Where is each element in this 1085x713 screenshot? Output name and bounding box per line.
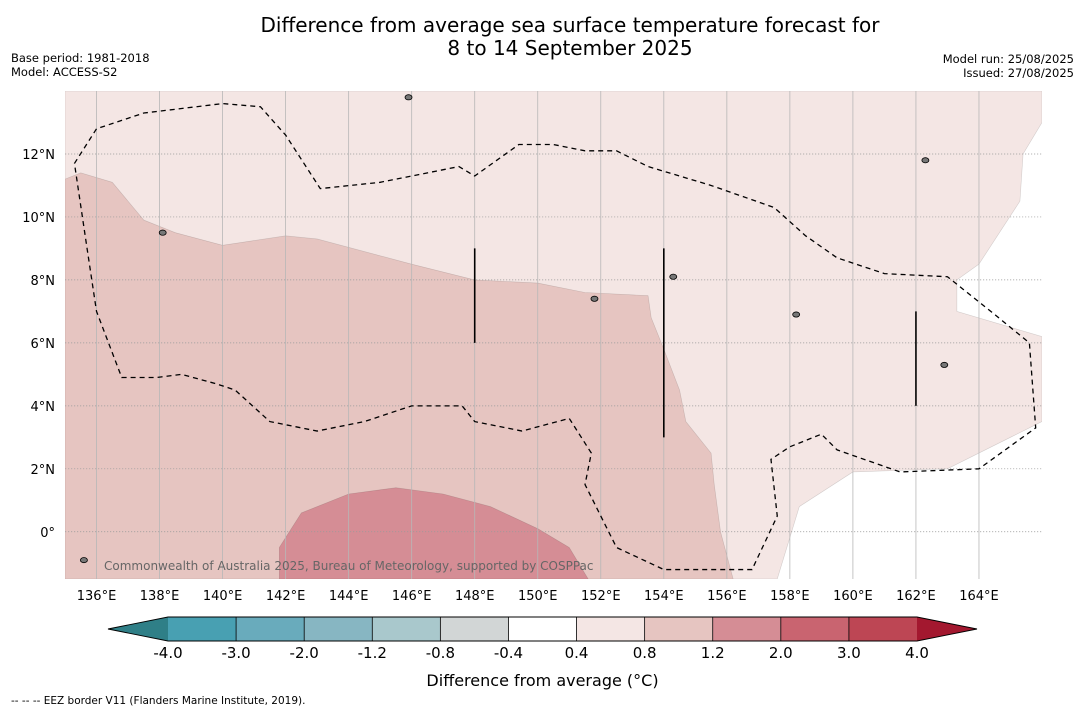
colorbar-tick-label-7: 0.8 [633,644,657,662]
colorbar-tick-label-6: 0.4 [565,644,589,662]
island-5 [940,361,949,368]
base-period-text: Base period: 1981-2018 [11,51,150,65]
y-tick-label-0: 0° [40,526,55,541]
colorbar-segment-0 [168,617,237,641]
colorbar-segment-4 [440,617,509,641]
x-tick-label-5: 146°E [392,589,432,604]
x-tick-label-4: 144°E [329,589,369,604]
model-run-text: Model run: 25/08/2025 [942,52,1074,66]
x-tick-label-0: 136°E [77,589,117,604]
colorbar-outline [107,616,978,642]
x-tick-label-3: 142°E [266,589,306,604]
colorbar-tick-label-5: -0.4 [494,644,523,662]
eez-footnote: -- -- -- EEZ border V11 (Flanders Marine… [11,695,306,707]
y-tick-label-3: 6°N [31,337,56,352]
meta-left: Base period: 1981-2018 Model: ACCESS-S2 [11,51,150,79]
colorbar-tick-label-2: -2.0 [290,644,319,662]
island-2 [158,229,167,236]
island-6 [80,557,88,564]
x-tick-label-2: 140°E [203,589,243,604]
y-tick-label-2: 4°N [31,400,56,415]
x-tick-label-11: 158°E [770,589,810,604]
anomaly-region-2 [65,172,734,579]
y-tick-label-4: 8°N [31,274,56,289]
colorbar-segment-8 [712,617,781,641]
colorbar-tick-label-0: -4.0 [153,644,182,662]
x-tick-label-12: 160°E [833,589,873,604]
x-tick-label-1: 138°E [140,589,180,604]
island-8 [921,157,930,164]
colorbar-segment-1 [236,617,305,641]
colorbar-segment-6 [576,617,645,641]
colorbar-tick-label-4: -0.8 [426,644,455,662]
island-1 [404,94,413,101]
copyright-annotation: Commonwealth of Australia 2025, Bureau o… [104,559,594,573]
colorbar-segment-2 [304,617,373,641]
chart-title: Difference from average sea surface temp… [170,14,970,60]
island-7 [669,273,678,280]
colorbar-tick-label-10: 3.0 [837,644,861,662]
colorbar-extend-low [108,617,168,641]
colorbar-tick-label-3: -1.2 [358,644,387,662]
plot-layer: Commonwealth of Australia 2025, Bureau o… [65,91,1042,579]
colorbar-label: Difference from average (°C) [426,671,659,690]
colorbar-segment-9 [780,617,849,641]
eez-border-line-1 [73,102,1037,571]
colorbar-segment-3 [372,617,441,641]
island-4 [792,311,801,318]
x-tick-label-8: 152°E [581,589,621,604]
meta-right: Model run: 25/08/2025 Issued: 27/08/2025 [943,52,1074,80]
colorbar-tick-label-11: 4.0 [905,644,929,662]
x-tick-label-9: 154°E [644,589,684,604]
colorbar-segment-7 [644,617,713,641]
y-tick-label-5: 10°N [22,211,55,226]
colorbar-segment-10 [848,617,917,641]
x-tick-label-10: 156°E [707,589,747,604]
y-tick-label-6: 12°N [22,148,55,163]
x-tick-label-6: 148°E [455,589,495,604]
anomaly-region-3 [279,487,589,579]
colorbar-segment-5 [508,617,577,641]
x-tick-label-14: 164°E [959,589,999,604]
model-text: Model: ACCESS-S2 [11,65,118,79]
issued-text: Issued: 27/08/2025 [963,66,1074,80]
colorbar-tick-label-1: -3.0 [221,644,250,662]
colorbar-tick-label-8: 1.2 [701,644,725,662]
x-tick-label-7: 150°E [518,589,558,604]
chart-title-line2: 8 to 14 September 2025 [447,36,693,60]
chart-title-line1: Difference from average sea surface temp… [260,13,880,37]
x-tick-label-13: 162°E [896,589,936,604]
island-3 [590,295,599,302]
colorbar-extend-high [917,617,977,641]
y-tick-label-1: 2°N [31,463,56,478]
colorbar-tick-label-9: 2.0 [769,644,793,662]
